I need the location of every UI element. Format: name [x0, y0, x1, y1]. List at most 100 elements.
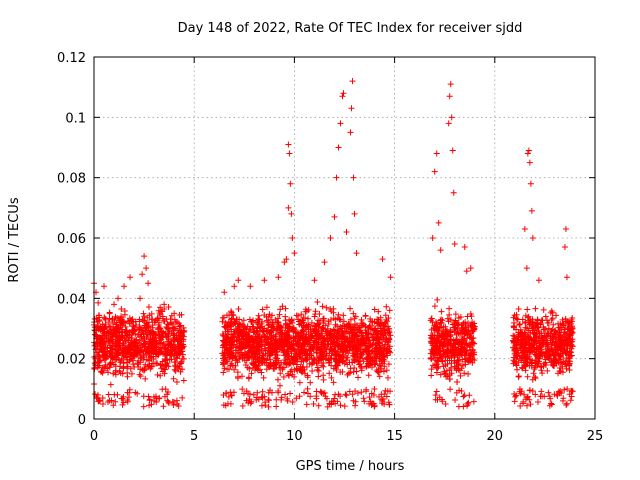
data-point [271, 352, 278, 359]
data-point [470, 340, 477, 347]
data-point [437, 247, 444, 254]
data-point [134, 360, 141, 367]
data-point [227, 389, 234, 396]
data-point [264, 355, 271, 362]
data-point [287, 360, 294, 367]
data-point [542, 313, 549, 320]
data-point [562, 324, 569, 331]
data-point [298, 311, 305, 318]
data-point [284, 397, 291, 404]
data-point [304, 374, 311, 381]
data-point [374, 346, 381, 353]
data-point [349, 324, 356, 331]
data-point [357, 361, 364, 368]
data-point [95, 391, 102, 398]
data-point [315, 373, 322, 380]
data-point [322, 328, 329, 335]
data-point [520, 398, 527, 405]
data-point [318, 356, 325, 363]
data-point [524, 306, 531, 313]
data-point [458, 365, 465, 372]
data-point [239, 354, 246, 361]
data-point [316, 334, 323, 341]
data-point [365, 330, 372, 337]
data-point [302, 308, 309, 315]
data-point [140, 367, 147, 374]
data-point [354, 354, 361, 361]
data-point [263, 366, 270, 373]
data-point [149, 322, 156, 329]
data-point [353, 357, 360, 364]
data-point [349, 391, 356, 398]
data-point [442, 349, 449, 356]
data-point [134, 390, 141, 397]
data-point [467, 353, 474, 360]
data-point [457, 372, 464, 379]
data-point [156, 349, 163, 356]
data-point [313, 344, 320, 351]
data-point [532, 351, 539, 358]
data-point [333, 174, 340, 181]
data-point [179, 366, 186, 373]
data-point [366, 358, 373, 365]
data-point [559, 397, 566, 404]
data-point [265, 322, 272, 329]
data-point [375, 319, 382, 326]
data-point [228, 316, 235, 323]
data-point [346, 388, 353, 395]
data-point [219, 361, 226, 368]
data-point [544, 367, 551, 374]
data-point [434, 343, 441, 350]
data-point [296, 341, 303, 348]
data-point [542, 326, 549, 333]
data-point [140, 403, 147, 410]
data-point [220, 369, 227, 376]
data-point [309, 368, 316, 375]
data-point [174, 319, 181, 326]
data-point [263, 339, 270, 346]
data-point [289, 235, 296, 241]
data-point [459, 324, 466, 331]
data-point [330, 340, 337, 347]
data-point [340, 312, 347, 319]
data-point [318, 389, 325, 396]
data-point [287, 390, 294, 397]
data-point [563, 400, 570, 407]
data-point [315, 402, 322, 409]
data-point [467, 322, 474, 329]
data-point [378, 357, 385, 364]
data-point [513, 392, 520, 399]
data-point [447, 81, 454, 88]
data-point [219, 350, 226, 357]
data-point [272, 364, 279, 371]
data-point [139, 271, 146, 278]
data-point [569, 388, 576, 395]
data-point [102, 340, 109, 347]
data-point [527, 329, 534, 336]
data-point [514, 337, 521, 344]
data-point [550, 362, 557, 369]
data-point [553, 339, 560, 346]
data-point [149, 339, 156, 346]
data-point [463, 268, 470, 275]
data-point [328, 362, 335, 369]
data-point [547, 350, 554, 357]
data-point [566, 329, 573, 336]
data-point [278, 324, 285, 331]
data-point [334, 337, 341, 344]
data-point [524, 332, 531, 339]
data-point [149, 316, 156, 323]
data-point [280, 373, 287, 380]
data-point [140, 356, 147, 363]
data-point [381, 401, 388, 408]
data-point [297, 330, 304, 337]
data-point [428, 372, 435, 379]
data-point [98, 347, 105, 354]
data-point [169, 398, 176, 405]
data-point [364, 347, 371, 354]
data-point [351, 335, 358, 342]
data-point [427, 338, 434, 345]
data-point [124, 398, 131, 405]
data-point [548, 401, 555, 408]
data-point [324, 403, 331, 410]
